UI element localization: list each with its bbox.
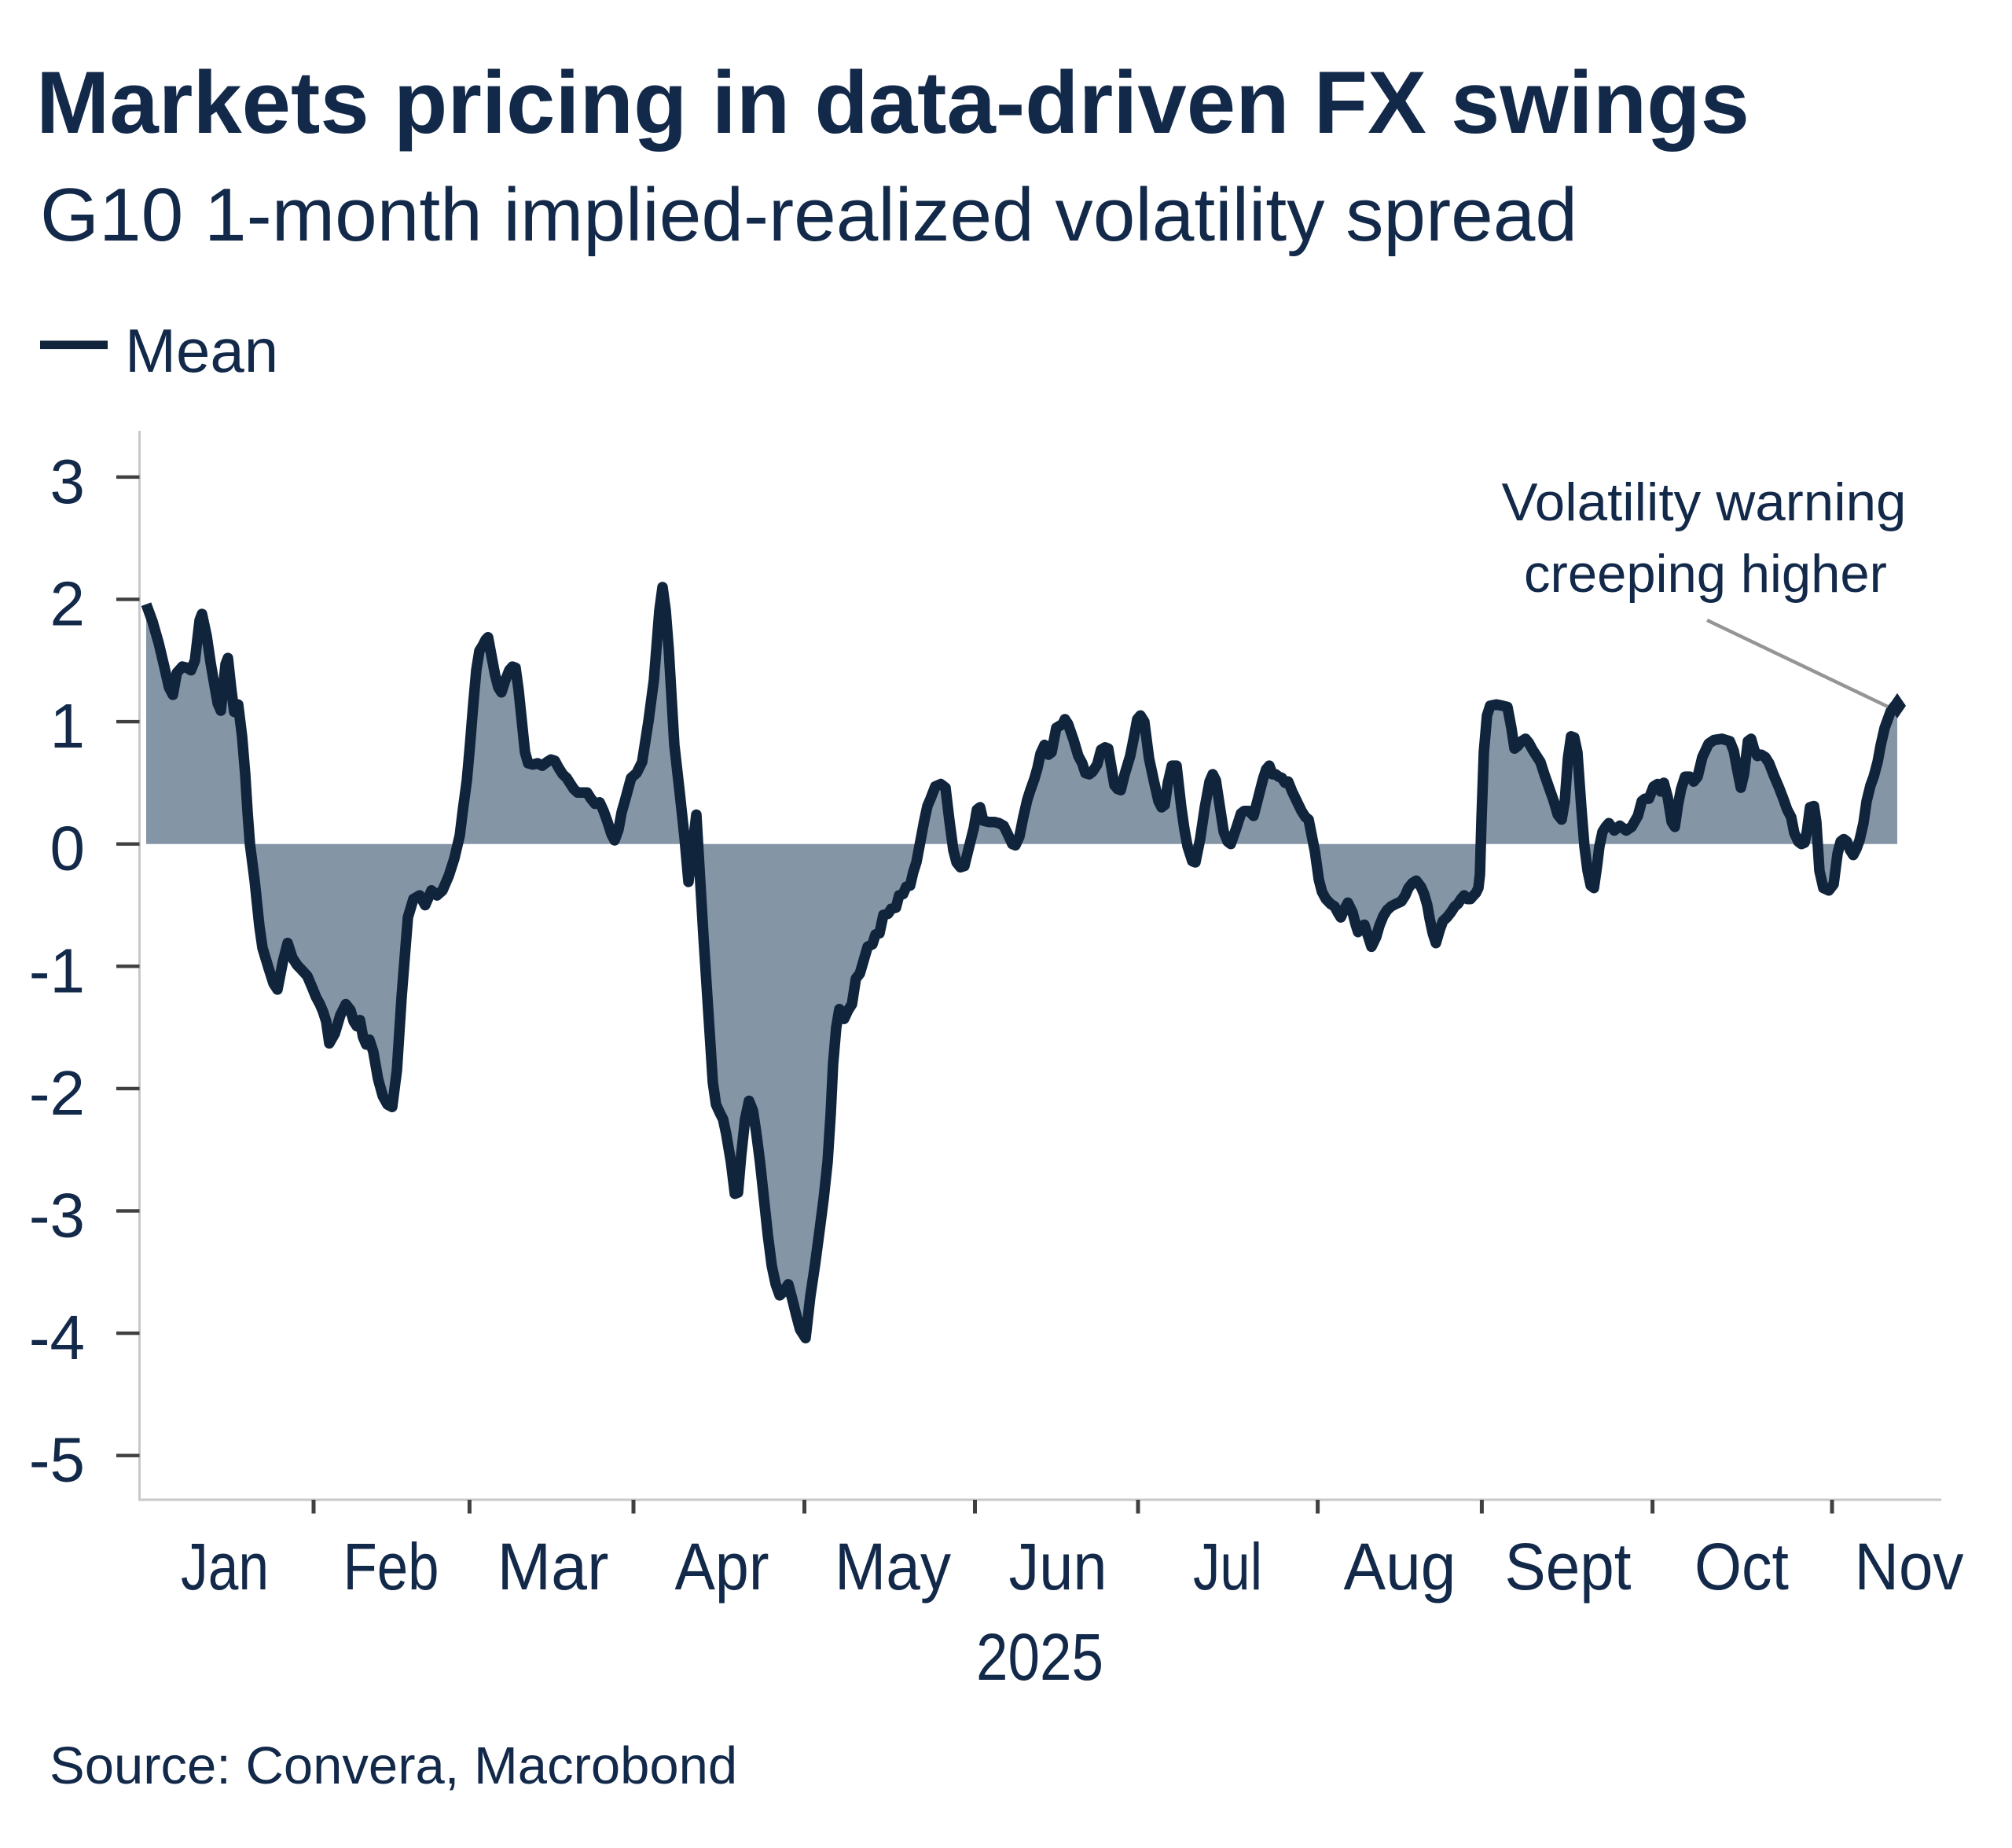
svg-text:May: May (835, 1530, 951, 1604)
svg-text:Aug: Aug (1344, 1530, 1456, 1604)
svg-text:Volatility warning: Volatility warning (1502, 472, 1907, 532)
svg-text:-3: -3 (29, 1181, 85, 1251)
svg-text:Source: Convera, Macrobond: Source: Convera, Macrobond (50, 1736, 737, 1795)
svg-text:-1: -1 (29, 935, 85, 1005)
svg-text:Jan: Jan (181, 1530, 269, 1604)
svg-text:0: 0 (50, 814, 86, 884)
svg-text:Jun: Jun (1009, 1530, 1107, 1604)
svg-text:creeping higher: creeping higher (1524, 544, 1887, 604)
svg-text:Mean: Mean (125, 316, 278, 385)
svg-text:2: 2 (50, 569, 86, 639)
svg-text:Feb: Feb (343, 1530, 439, 1604)
svg-text:Oct: Oct (1694, 1530, 1789, 1604)
svg-text:1: 1 (50, 691, 86, 761)
svg-text:Sept: Sept (1505, 1530, 1632, 1604)
svg-text:Apr: Apr (675, 1530, 769, 1604)
svg-text:3: 3 (50, 446, 86, 516)
svg-text:Markets pricing in data-driven: Markets pricing in data-driven FX swings (36, 53, 1749, 152)
svg-text:Nov: Nov (1855, 1530, 1964, 1604)
svg-text:2025: 2025 (976, 1620, 1103, 1694)
svg-text:Mar: Mar (497, 1530, 609, 1604)
svg-text:-2: -2 (29, 1058, 85, 1128)
svg-text:G10 1-month implied-realized v: G10 1-month implied-realized volatility … (40, 173, 1577, 257)
svg-text:-4: -4 (29, 1302, 85, 1372)
svg-text:Jul: Jul (1193, 1530, 1262, 1604)
svg-text:-5: -5 (29, 1425, 85, 1495)
